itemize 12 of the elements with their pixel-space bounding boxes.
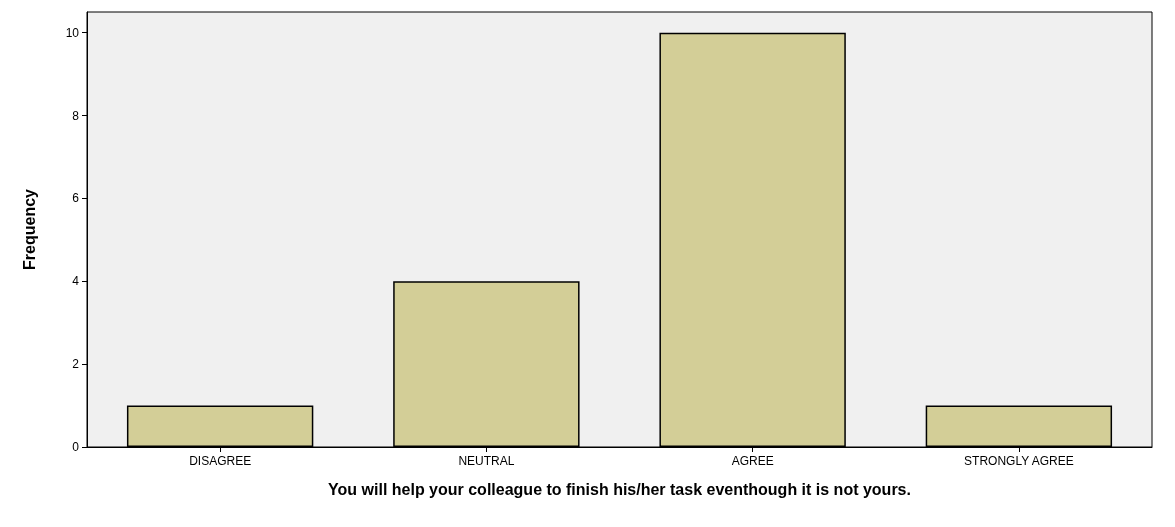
- y-tick-label: 10: [65, 25, 80, 40]
- x-tick-label: AGREE: [731, 454, 774, 468]
- y-tick-label: 8: [72, 108, 80, 123]
- y-tick-label: 6: [72, 191, 80, 206]
- x-tick-label: STRONGLY AGREE: [964, 454, 1074, 468]
- x-tick-label: NEUTRAL: [458, 454, 515, 468]
- y-tick-label: 2: [72, 357, 80, 372]
- y-tick-label: 0: [72, 440, 80, 454]
- y-axis-title: Frequency: [20, 188, 38, 270]
- x-axis-title: You will help your colleague to finish his/her task eventhough it is not yours.: [328, 480, 911, 498]
- y-tick-label: 4: [72, 274, 80, 289]
- x-tick-label: DISAGREE: [189, 454, 252, 468]
